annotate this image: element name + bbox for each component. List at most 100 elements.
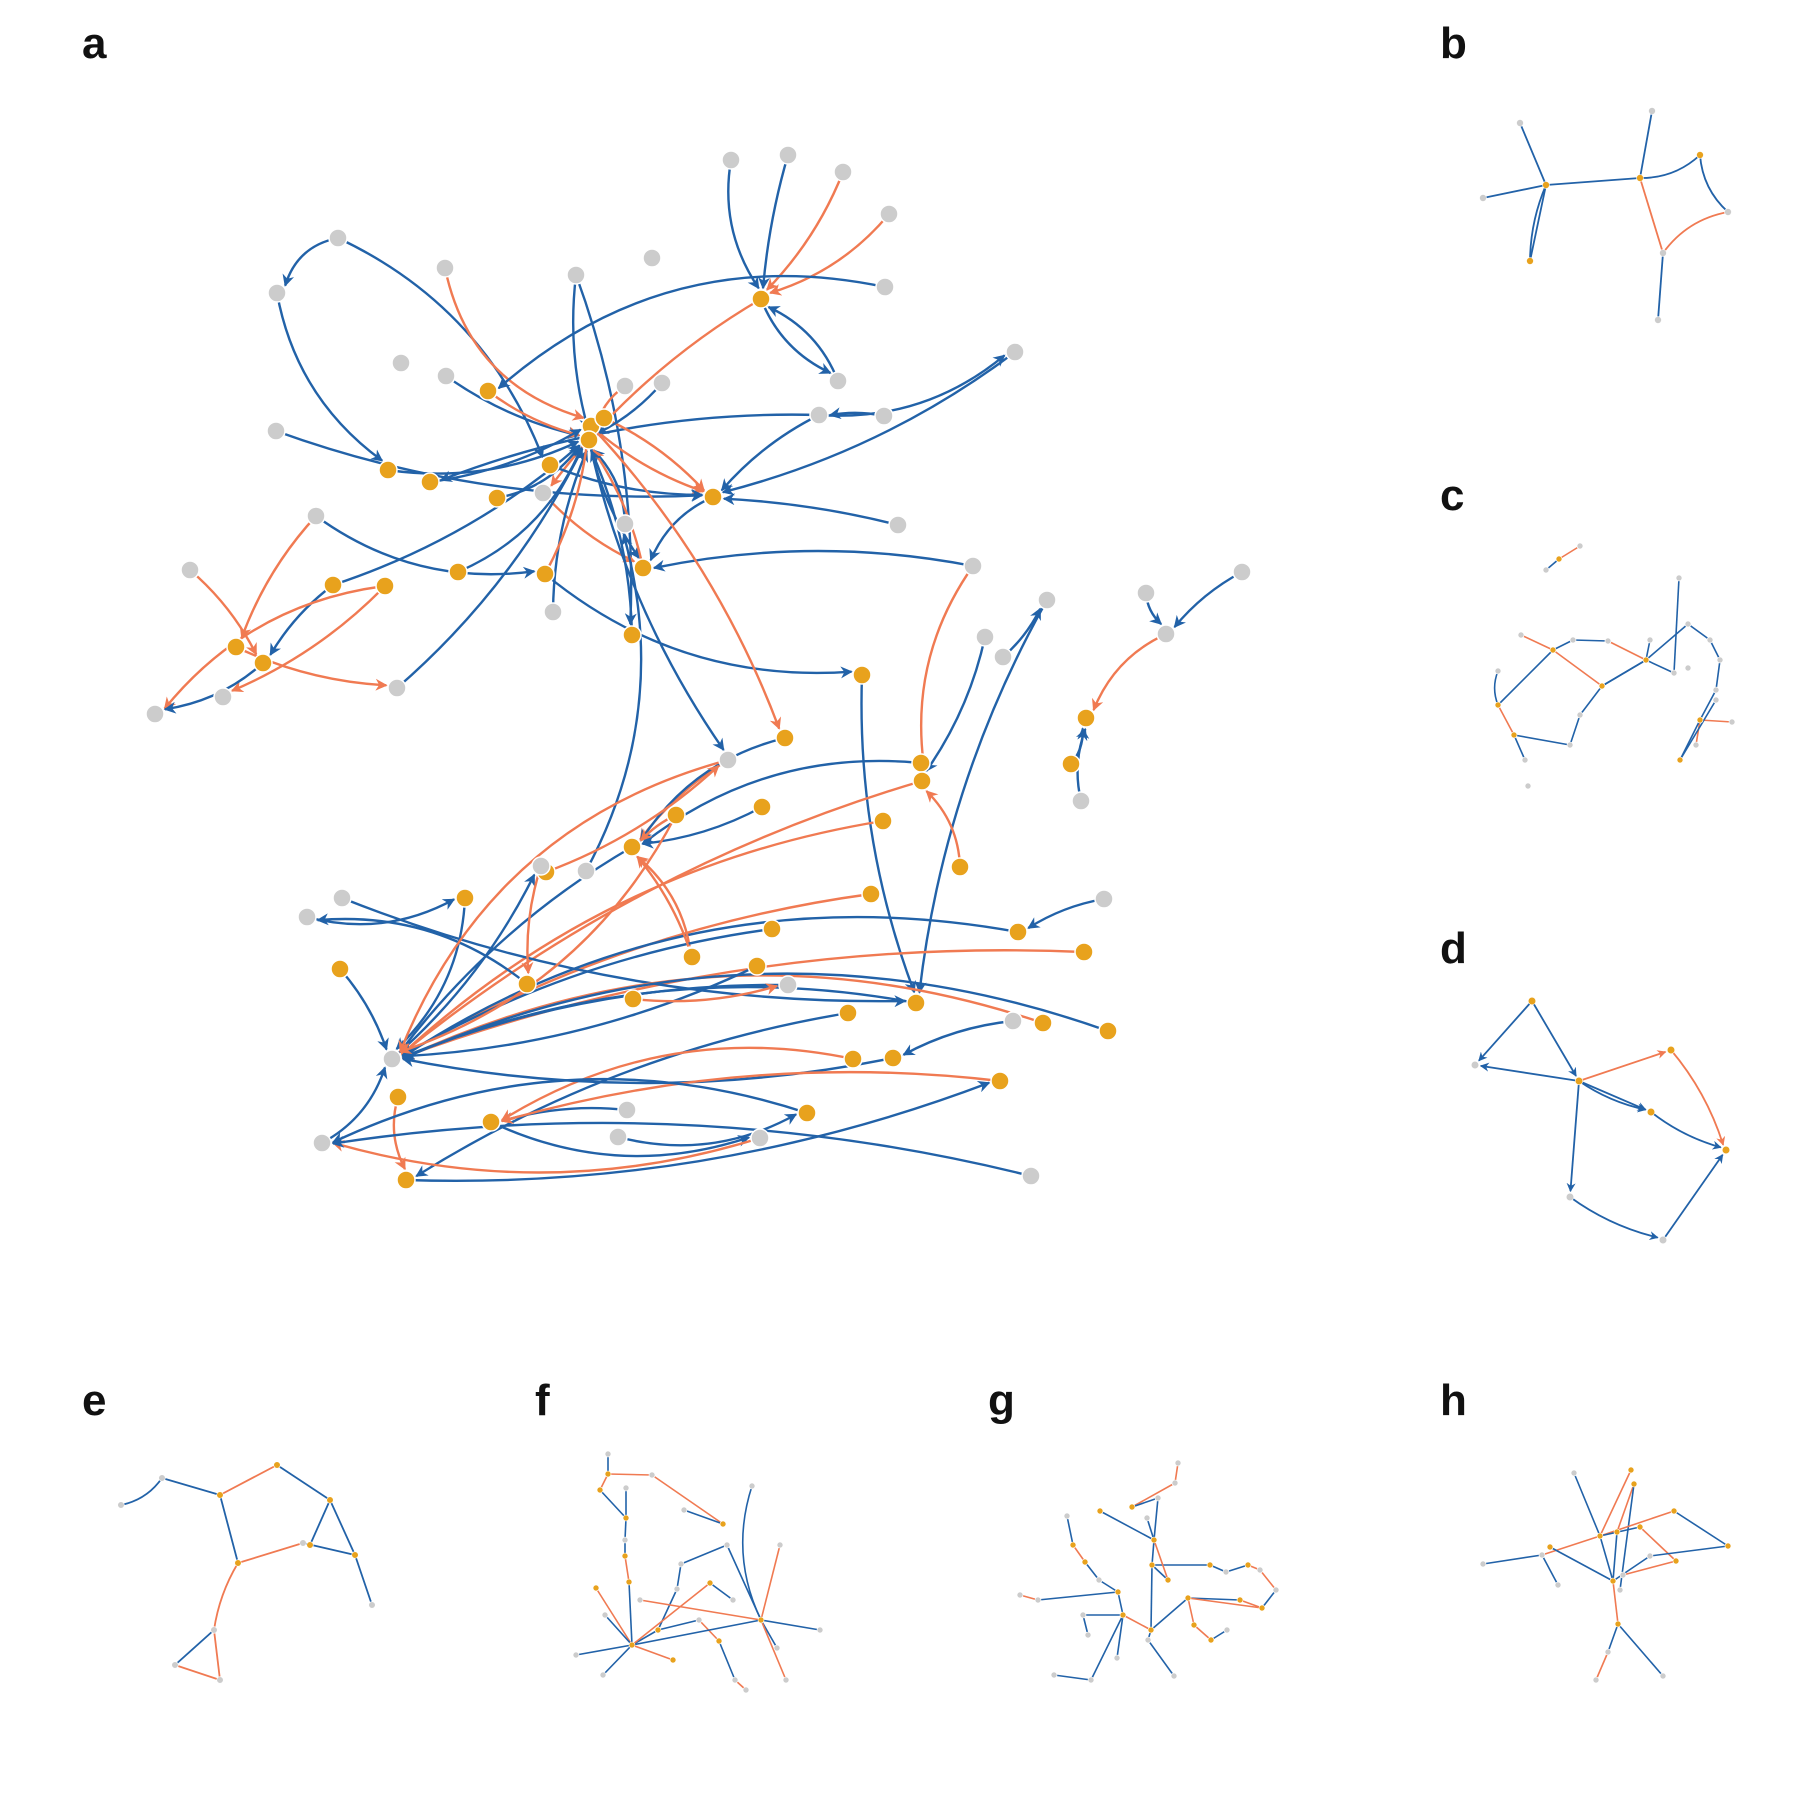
panel-a-edge (1173, 570, 1243, 628)
panel-g-node-inactive (1050, 1671, 1058, 1679)
panel-e-edge (276, 1464, 331, 1501)
panel-e-edge (329, 1499, 356, 1556)
panel-a-node-active (775, 728, 795, 748)
panel-g-edge (1098, 1579, 1119, 1593)
panel-c-edge (1569, 714, 1581, 746)
panel-a-node-inactive (615, 376, 635, 396)
panel-c-edge (1513, 734, 1571, 746)
panel-a-node-active (1061, 754, 1081, 774)
panel-a-node-inactive (888, 515, 908, 535)
panel-a-node-active (330, 959, 350, 979)
panel-c-edge (1709, 639, 1721, 661)
panel-d-node-active (1721, 1145, 1731, 1155)
panel-a-node-active (752, 797, 772, 817)
panel-a-node-active (323, 575, 343, 595)
panel-a-node-active (950, 857, 970, 877)
panel-a-node-inactive (566, 265, 586, 285)
panel-f-edge (599, 1489, 627, 1519)
panel-a-node-inactive (652, 373, 672, 393)
panel-a-edge (617, 1113, 798, 1147)
panel-a-node-inactive (809, 405, 829, 425)
panel-b-node-inactive (1659, 249, 1667, 257)
panel-d-node-active (1574, 1076, 1584, 1086)
panel-a-node-active (478, 381, 498, 401)
panel-a-edge (902, 1019, 1014, 1056)
panel-a-edge (639, 736, 786, 842)
panel-g-node-inactive (1174, 1459, 1182, 1467)
panel-h-node-inactive (1659, 1672, 1667, 1680)
panel-f-edge (607, 1473, 653, 1476)
network-panel-g (1016, 1459, 1280, 1684)
panel-d-node-active (1646, 1107, 1656, 1117)
panel-a-edge (590, 425, 705, 494)
panel-e-node-active (273, 1461, 281, 1469)
panel-g-node-active (1184, 1594, 1192, 1602)
panel-a-edge (401, 985, 917, 1060)
panel-a-edge (235, 645, 388, 691)
panel-g-edge (1037, 1591, 1119, 1601)
panel-a-edge (917, 565, 974, 772)
panel-c-node-inactive (1517, 631, 1525, 639)
panel-c-node-inactive (1675, 574, 1683, 582)
panel-f-edge (683, 1509, 724, 1525)
panel-a-edge (401, 1055, 894, 1085)
panel-a-edge (331, 1121, 1032, 1178)
panel-h-node-inactive (1616, 1586, 1624, 1594)
panel-h-edge (1599, 1469, 1632, 1537)
panel-c-node-inactive (1524, 782, 1532, 790)
panel-h-node-inactive (1554, 1581, 1562, 1589)
panel-f-node-active (596, 1486, 604, 1494)
panel-a-edge (401, 915, 1019, 1058)
panel-g-node-inactive (1222, 1568, 1230, 1576)
panel-h-node-active (1614, 1620, 1622, 1628)
panel-c-edge (1552, 639, 1574, 651)
panel-b-node-inactive (1648, 107, 1656, 115)
panel-f-node-inactive (816, 1626, 824, 1634)
panel-a-node-inactive (391, 353, 411, 373)
panel-a-edge (269, 584, 334, 656)
panel-f-node-active (654, 1626, 662, 1634)
panel-f-node-inactive (782, 1676, 790, 1684)
panel-a-node-active (633, 558, 653, 578)
panel-e-edge (174, 1664, 221, 1681)
panel-c-node-inactive (1684, 664, 1692, 672)
panel-g-edge (1099, 1510, 1155, 1541)
panel-f-node-inactive (648, 1471, 656, 1479)
panel-g-edge (1053, 1674, 1092, 1681)
panel-g-edge (1147, 1639, 1175, 1677)
panel-g-node-active (1096, 1507, 1104, 1515)
panel-a-node-inactive (1094, 889, 1114, 909)
panel-g-node-inactive (1034, 1596, 1042, 1604)
panel-a-node-active (747, 956, 767, 976)
panel-a-node-inactive (328, 228, 348, 248)
panel-a-edge (641, 805, 763, 849)
panel-b-edge (1545, 177, 1641, 186)
panel-c-edge (1679, 699, 1717, 761)
panel-f-node-active (621, 1552, 629, 1560)
panel-h-node-active (1630, 1480, 1638, 1488)
panel-f-edge (657, 1588, 678, 1631)
panel-label-c: c (1440, 471, 1464, 520)
panel-g-node-inactive (1113, 1654, 1121, 1662)
panel-g-node-active (1119, 1611, 1127, 1619)
panel-g-node-inactive (1084, 1631, 1092, 1639)
panel-a-node-active (797, 1103, 817, 1123)
panel-f-edge (604, 1614, 633, 1646)
panel-a-node-active (487, 488, 507, 508)
panel-h-edge (1573, 1472, 1601, 1537)
panel-g-node-inactive (1095, 1576, 1103, 1584)
network-panel-c (1493, 542, 1736, 790)
panel-h-node-inactive (1592, 1676, 1600, 1684)
panel-a-node-inactive (382, 1049, 402, 1069)
panel-f-node-inactive (604, 1450, 612, 1458)
panel-a-node-active (622, 625, 642, 645)
panel-a-edge (163, 584, 386, 710)
panel-g-edge (1193, 1624, 1212, 1641)
panel-a-edge (429, 428, 582, 484)
panel-a-node-inactive (874, 406, 894, 426)
panel-h-edge (1649, 1545, 1729, 1557)
panel-a-node-inactive (435, 258, 455, 278)
panel-c-edge (1497, 704, 1515, 736)
panel-label-a: a (82, 19, 107, 68)
panel-g-node-active (1236, 1596, 1244, 1604)
